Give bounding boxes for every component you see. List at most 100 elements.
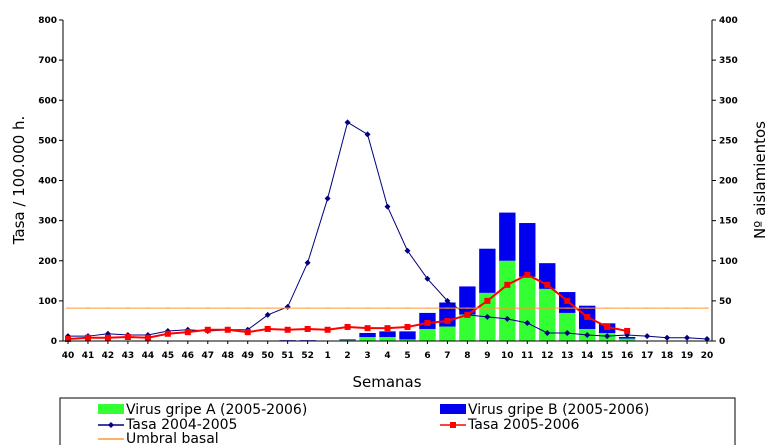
bar-virus-b — [359, 332, 376, 337]
point-tasa-2005-2006 — [444, 317, 451, 324]
x-tick-label: 51 — [281, 351, 294, 361]
y2-tick-label: 0 — [719, 337, 725, 347]
point-tasa-2005-2006 — [624, 327, 631, 334]
bar-virus-b — [379, 331, 396, 337]
point-tasa-2005-2006 — [84, 334, 91, 341]
x-axis-title: Semanas — [352, 373, 421, 391]
point-tasa-2004-2005 — [544, 329, 551, 336]
bar-virus-b — [339, 339, 356, 341]
x-tick-label: 49 — [241, 351, 254, 361]
bar-virus-a — [359, 336, 376, 341]
point-tasa-2004-2005 — [704, 335, 711, 342]
point-tasa-2005-2006 — [65, 335, 71, 342]
point-tasa-2004-2005 — [444, 297, 451, 304]
series-line-tasa-2004-2005 — [68, 121, 708, 340]
y-tick-label: 600 — [38, 96, 57, 106]
point-tasa-2004-2005 — [344, 119, 351, 126]
legend-label: Tasa 2004-2005 — [125, 417, 237, 433]
point-tasa-2005-2006 — [264, 325, 271, 332]
y-tick-label: 700 — [38, 56, 57, 66]
point-tasa-2004-2005 — [324, 195, 331, 202]
x-tick-label: 50 — [261, 351, 274, 361]
x-tick-label: 43 — [122, 351, 135, 361]
point-tasa-2004-2005 — [384, 203, 391, 210]
point-tasa-2004-2005 — [484, 313, 491, 320]
legend-swatch — [440, 404, 466, 414]
y-tick-label: 100 — [38, 297, 57, 307]
point-tasa-2005-2006 — [244, 329, 251, 336]
x-tick-label: 10 — [501, 351, 514, 361]
x-tick-label: 41 — [82, 351, 95, 361]
bar-virus-a — [559, 312, 576, 341]
y2-axis-title: Nº aislamientos — [751, 121, 768, 239]
x-tick-label: 48 — [221, 351, 234, 361]
point-tasa-2004-2005 — [664, 334, 671, 341]
y2-tick-label: 150 — [719, 217, 738, 227]
bar-virus-a — [439, 326, 456, 341]
x-tick-label: 13 — [561, 351, 574, 361]
x-tick-label: 40 — [62, 351, 75, 361]
point-tasa-2005-2006 — [424, 319, 431, 326]
point-tasa-2005-2006 — [144, 334, 151, 341]
y-tick-label: 800 — [38, 16, 57, 26]
point-tasa-2004-2005 — [404, 247, 411, 254]
point-tasa-2005-2006 — [544, 281, 551, 288]
x-tick-label: 3 — [364, 351, 370, 361]
point-tasa-2005-2006 — [344, 323, 351, 330]
point-tasa-2005-2006 — [304, 325, 311, 332]
point-tasa-2005-2006 — [324, 326, 331, 333]
x-tick-label: 44 — [142, 351, 155, 361]
point-tasa-2005-2006 — [164, 330, 171, 337]
y2-tick-label: 300 — [719, 96, 738, 106]
y-axis-title: Tasa / 100.000 h. — [10, 116, 28, 246]
bar-virus-b — [459, 286, 476, 315]
x-tick-label: 42 — [102, 351, 115, 361]
legend-marker — [108, 422, 114, 428]
x-tick-label: 15 — [601, 351, 614, 361]
point-tasa-2005-2006 — [124, 333, 131, 340]
point-tasa-2004-2005 — [644, 333, 651, 340]
point-tasa-2004-2005 — [264, 311, 271, 318]
bar-virus-a — [459, 314, 476, 341]
y-tick-label: 300 — [38, 217, 57, 227]
x-tick-label: 7 — [444, 351, 450, 361]
point-tasa-2004-2005 — [684, 334, 691, 341]
x-tick-label: 9 — [484, 351, 490, 361]
x-tick-label: 45 — [162, 351, 175, 361]
point-tasa-2004-2005 — [284, 303, 291, 310]
legend-marker — [450, 422, 456, 428]
y2-tick-label: 250 — [719, 136, 738, 146]
x-tick-label: 6 — [424, 351, 430, 361]
point-tasa-2005-2006 — [604, 323, 611, 330]
x-tick-label: 2 — [344, 351, 350, 361]
bar-virus-b — [499, 212, 516, 261]
bar-virus-b — [399, 331, 416, 340]
point-tasa-2004-2005 — [504, 315, 511, 322]
axes-layer — [62, 20, 713, 342]
point-tasa-2005-2006 — [184, 329, 191, 336]
bars-layer — [279, 212, 636, 341]
point-tasa-2005-2006 — [284, 326, 291, 333]
bar-virus-a — [379, 336, 396, 341]
point-tasa-2005-2006 — [384, 325, 391, 332]
lines-layer — [65, 119, 711, 342]
x-tick-label: 19 — [681, 351, 694, 361]
y-tick-label: 0 — [51, 337, 57, 347]
point-tasa-2005-2006 — [504, 281, 511, 288]
point-tasa-2005-2006 — [524, 271, 531, 278]
legend-label: Virus gripe A (2005-2006) — [126, 402, 307, 418]
point-tasa-2005-2006 — [464, 311, 471, 318]
legend-swatch — [98, 404, 124, 414]
point-tasa-2005-2006 — [484, 297, 491, 304]
point-tasa-2004-2005 — [304, 259, 311, 266]
bar-virus-a — [399, 339, 416, 341]
y2-tick-label: 350 — [719, 56, 738, 66]
x-tick-label: 16 — [621, 351, 634, 361]
y-tick-label: 200 — [38, 257, 57, 267]
y-tick-label: 400 — [38, 177, 57, 187]
x-tick-label: 5 — [404, 351, 410, 361]
bar-virus-b — [479, 248, 496, 293]
x-tick-label: 47 — [202, 351, 215, 361]
x-tick-label: 52 — [301, 351, 314, 361]
